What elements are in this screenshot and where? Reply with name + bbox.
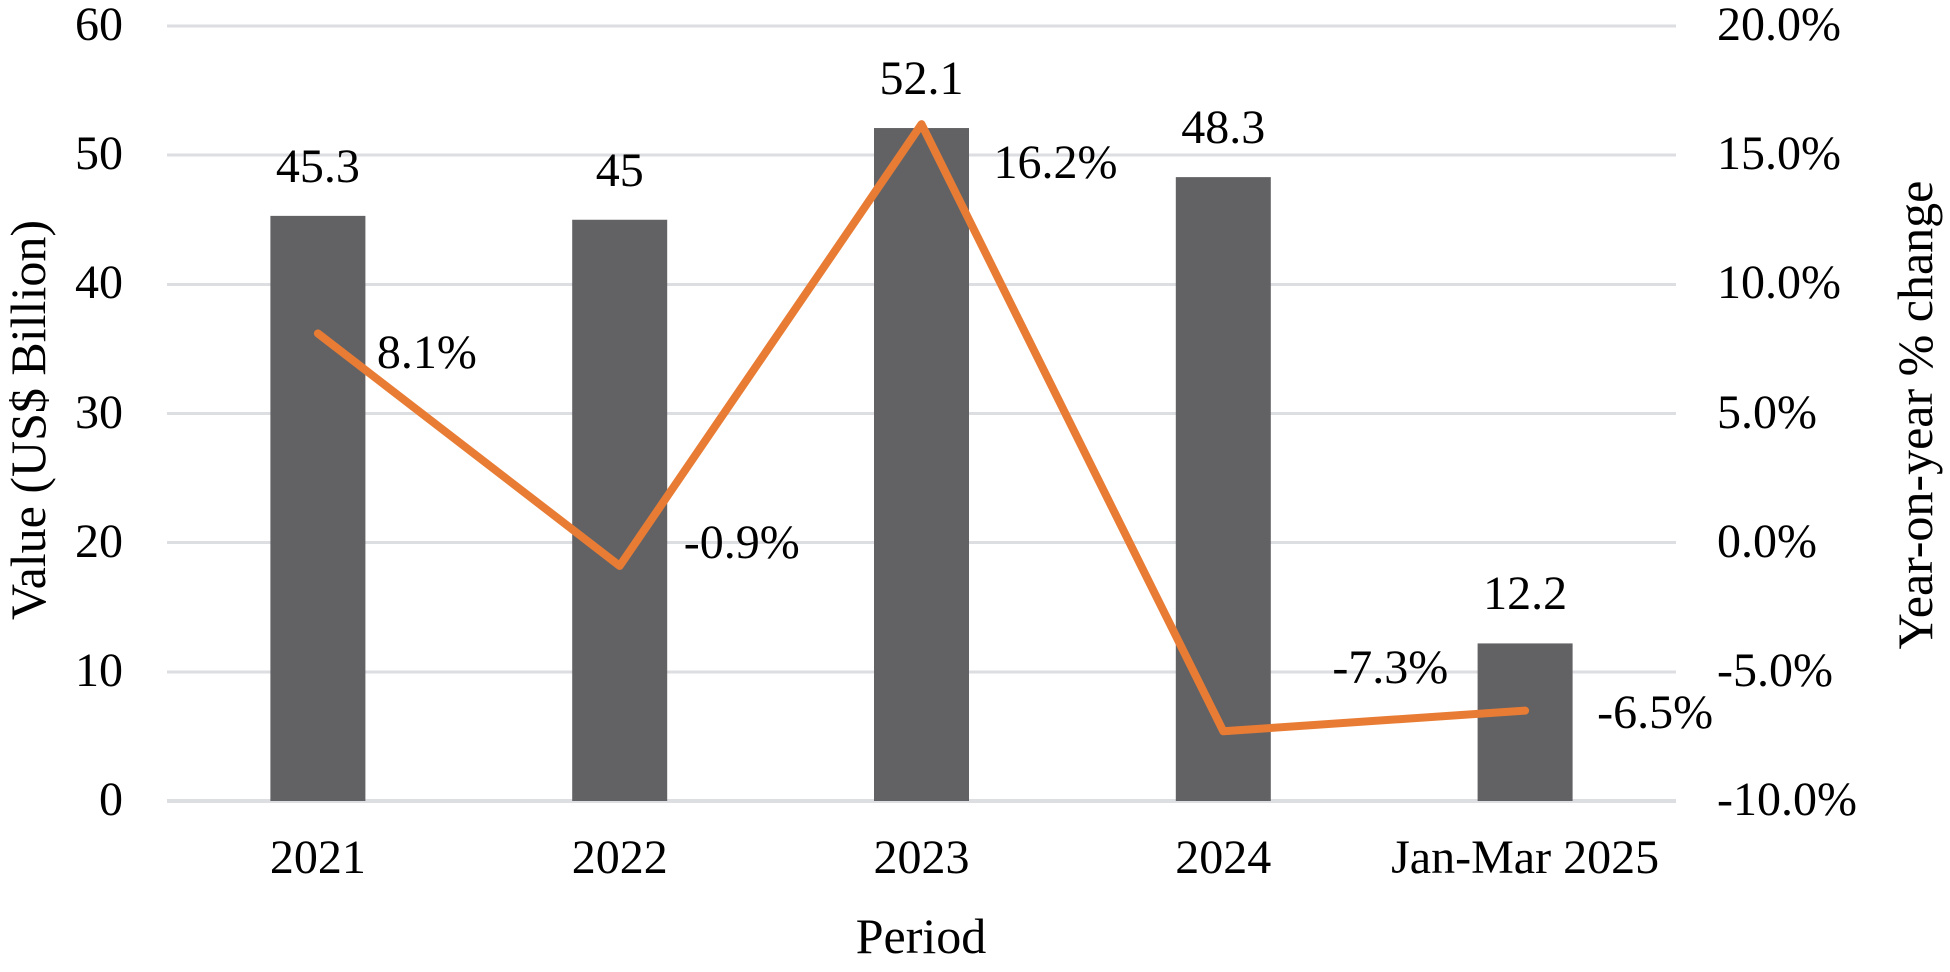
bar-value-label: 48.3 [1181, 101, 1266, 155]
right-axis-tick-label: 0.0% [1717, 514, 1817, 568]
right-axis-tick-label: -10.0% [1717, 773, 1857, 827]
left-axis-tick-label: 30 [75, 385, 123, 439]
left-axis-tick-label: 40 [75, 256, 123, 310]
bar-value-label: 12.2 [1483, 567, 1568, 621]
left-axis-tick-label: 20 [75, 514, 123, 568]
line-value-label: -0.9% [683, 515, 800, 569]
x-category-label: 2023 [873, 831, 970, 884]
bar-value-label: 52.1 [879, 52, 964, 106]
left-axis-tick-label: 0 [99, 773, 123, 827]
bar-value-label: 45.3 [275, 139, 360, 193]
right-axis-tick-label: 20.0% [1717, 0, 1841, 52]
line-value-label: -6.5% [1597, 685, 1714, 739]
right-axis-tick-label: 10.0% [1717, 256, 1841, 310]
line-value-label: 8.1% [376, 326, 477, 380]
line-value-label: 16.2% [993, 136, 1118, 190]
x-axis-title: Period [855, 908, 987, 964]
right-axis-title: Year-on-year % change [1887, 180, 1943, 650]
x-category-label: Jan-Mar 2025 [1391, 831, 1660, 884]
bar-2023 [874, 128, 969, 801]
left-axis-title: Value (US$ Billion) [0, 220, 56, 620]
bar-value-label: 45 [595, 143, 644, 197]
x-category-label: 2024 [1175, 831, 1272, 884]
line-series [313, 120, 1530, 736]
bar-2022 [572, 219, 668, 801]
line-value-label: -7.3% [1332, 641, 1449, 695]
bar-2024 [1175, 177, 1271, 801]
bar-Jan-Mar 2025 [1477, 643, 1573, 801]
right-axis-tick-label: 5.0% [1717, 385, 1817, 439]
x-category-label: 2021 [269, 831, 366, 884]
left-axis-tick-label: 60 [75, 0, 123, 52]
x-category-label: 2022 [571, 831, 668, 884]
bar-series [270, 128, 1573, 801]
right-axis-tick-label: -5.0% [1717, 643, 1833, 697]
bar-2021 [270, 215, 366, 801]
trend-line-path [313, 120, 1530, 736]
left-axis-tick-label: 10 [75, 643, 123, 697]
left-axis-tick-label: 50 [75, 127, 123, 181]
right-axis-tick-label: 15.0% [1717, 127, 1841, 181]
